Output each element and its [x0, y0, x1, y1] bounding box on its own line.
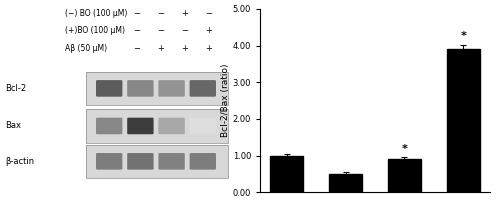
Text: −: − [134, 44, 140, 53]
Text: −: − [134, 9, 140, 18]
FancyBboxPatch shape [86, 109, 228, 143]
Bar [388, 159, 420, 192]
Text: −: − [182, 27, 188, 35]
Bar [330, 174, 362, 192]
FancyBboxPatch shape [86, 72, 228, 105]
Y-axis label: Bcl-2/Bax (ratio): Bcl-2/Bax (ratio) [220, 64, 230, 137]
Text: (−) BO (100 μM): (−) BO (100 μM) [65, 9, 127, 18]
Bar [270, 156, 303, 192]
Text: −: − [206, 9, 212, 18]
FancyBboxPatch shape [190, 118, 216, 134]
Text: −: − [134, 27, 140, 35]
FancyBboxPatch shape [96, 118, 122, 134]
FancyBboxPatch shape [127, 80, 154, 97]
FancyBboxPatch shape [190, 153, 216, 170]
FancyBboxPatch shape [190, 80, 216, 97]
Text: −: − [158, 9, 164, 18]
Text: +: + [182, 9, 188, 18]
Text: +: + [206, 27, 212, 35]
Text: +: + [158, 44, 164, 53]
Text: *: * [402, 144, 407, 154]
FancyBboxPatch shape [158, 153, 185, 170]
FancyBboxPatch shape [158, 118, 185, 134]
FancyBboxPatch shape [127, 153, 154, 170]
FancyBboxPatch shape [86, 145, 228, 178]
Text: Bax: Bax [5, 122, 21, 130]
Text: Bcl-2: Bcl-2 [5, 84, 26, 93]
FancyBboxPatch shape [96, 80, 122, 97]
Text: −: − [158, 27, 164, 35]
FancyBboxPatch shape [158, 80, 185, 97]
Text: +: + [206, 44, 212, 53]
Text: *: * [460, 31, 466, 41]
Text: +: + [182, 44, 188, 53]
FancyBboxPatch shape [127, 118, 154, 134]
Bar [447, 49, 480, 192]
Text: Aβ (50 μM): Aβ (50 μM) [65, 44, 107, 53]
FancyBboxPatch shape [96, 153, 122, 170]
Text: (+)BO (100 μM): (+)BO (100 μM) [65, 27, 125, 35]
Text: β-actin: β-actin [5, 157, 34, 166]
